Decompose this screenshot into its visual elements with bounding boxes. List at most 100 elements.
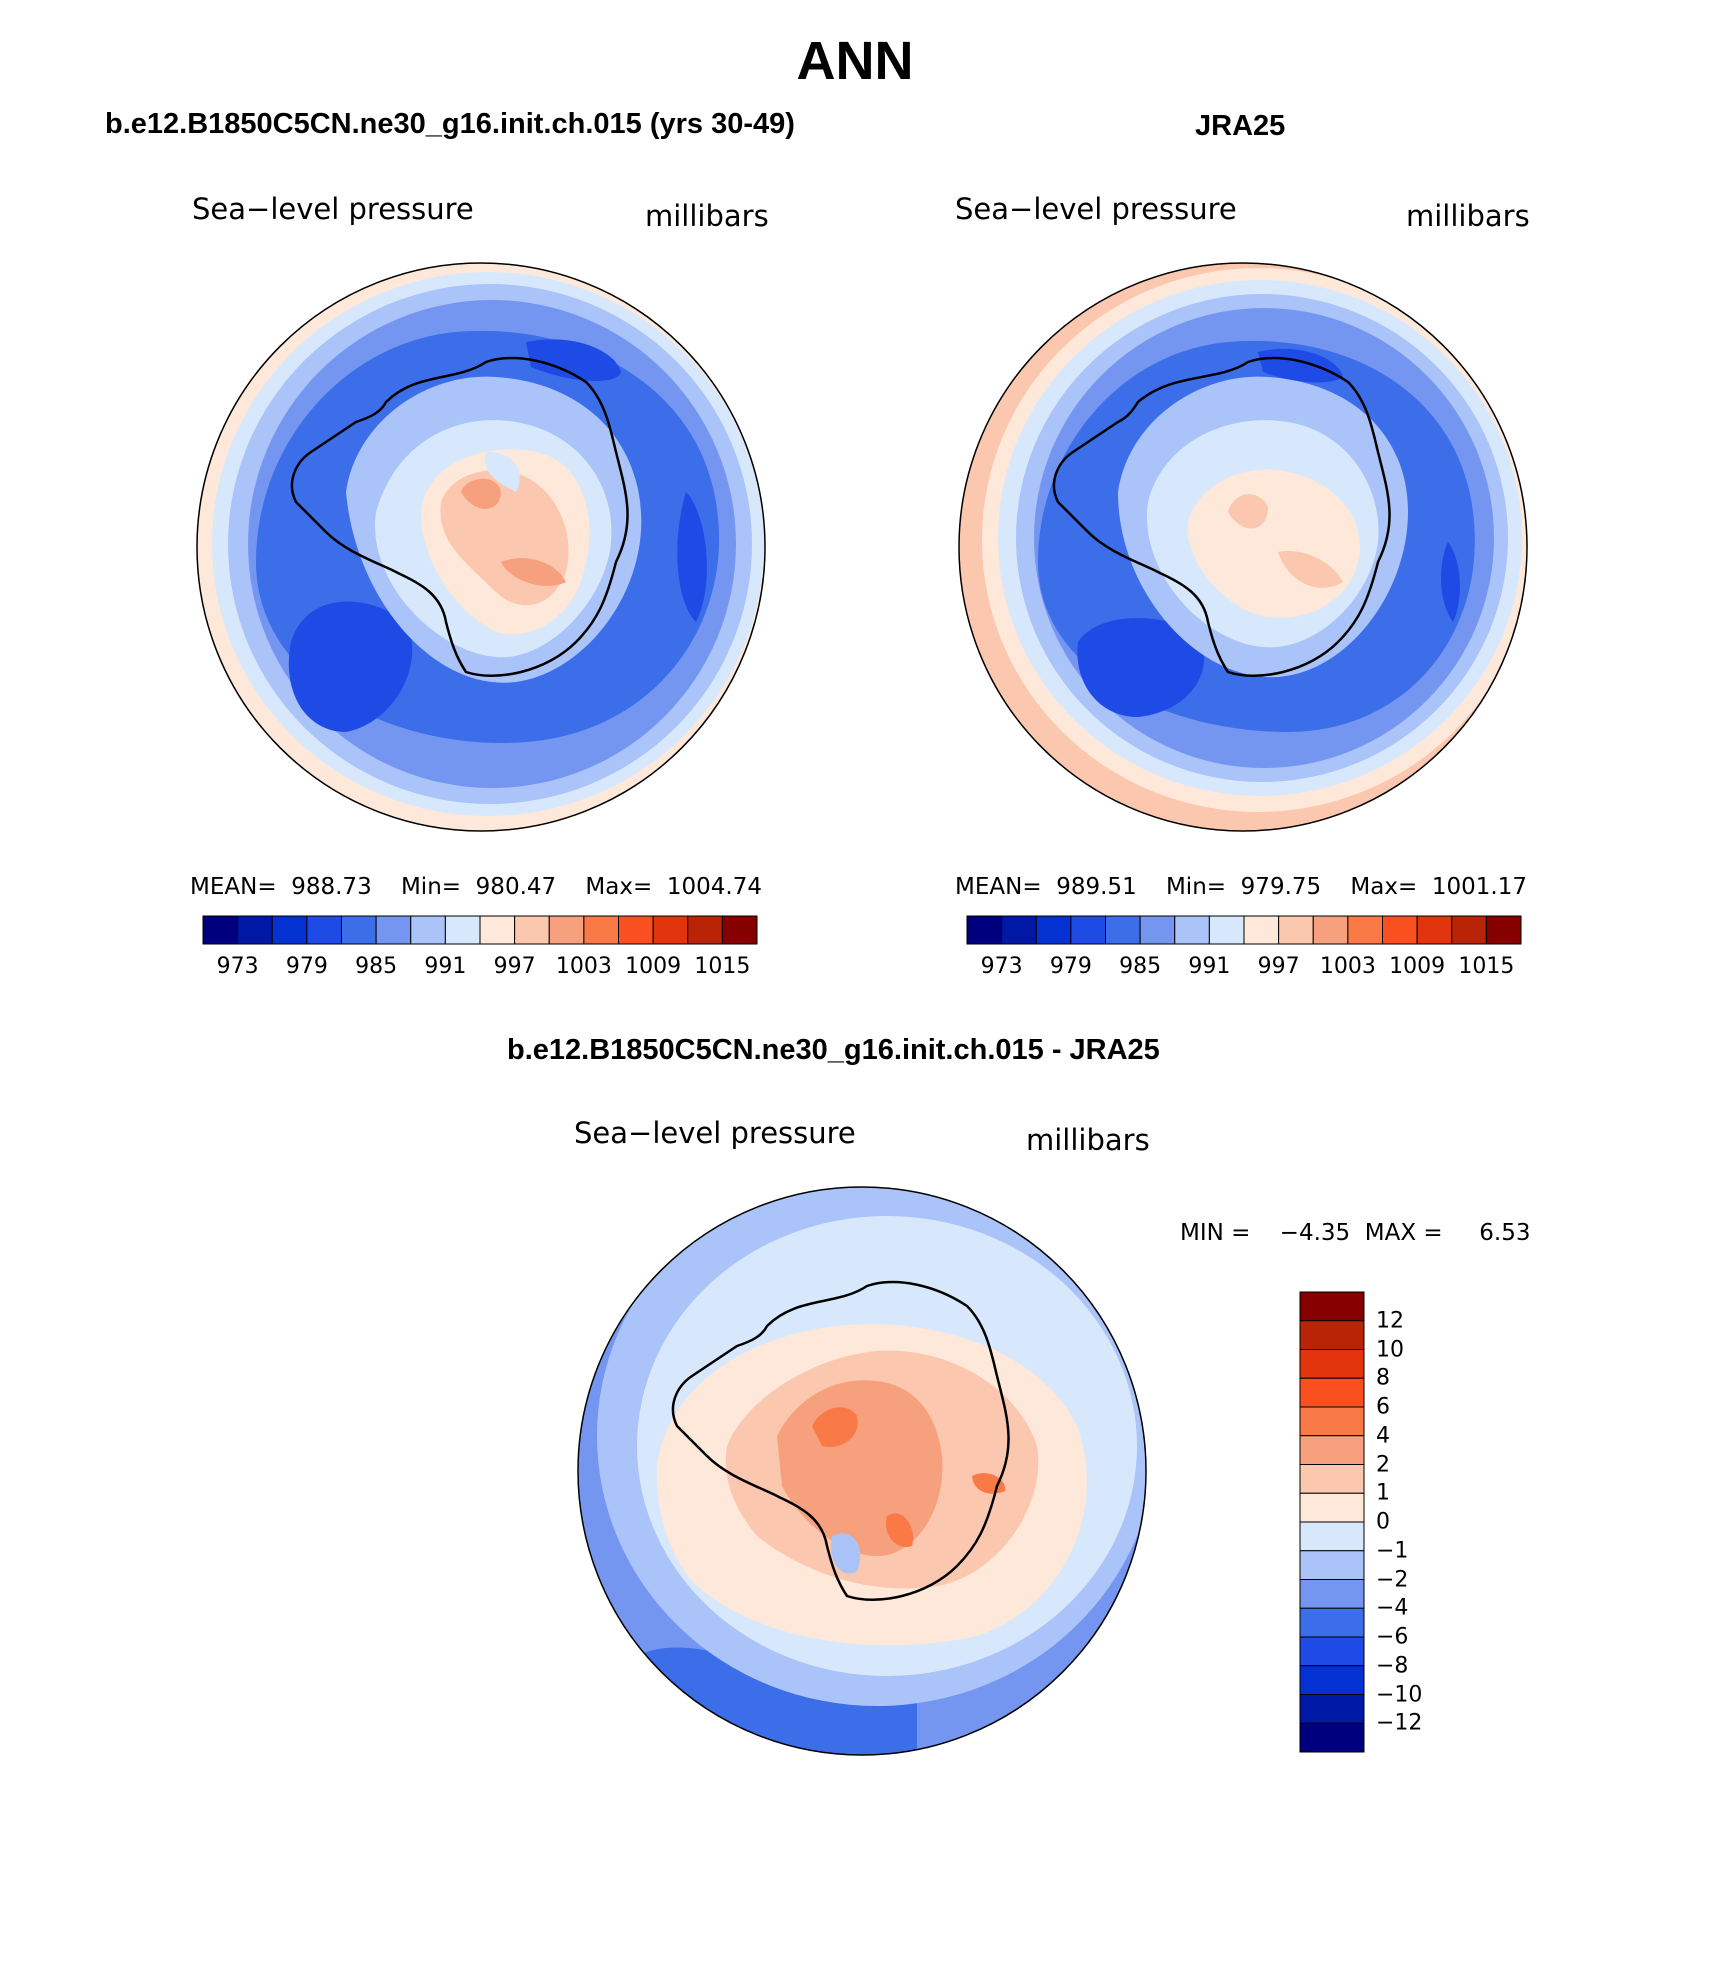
diff-colorbar-tick: 0 xyxy=(1376,1509,1390,1535)
model-low-west xyxy=(288,601,413,732)
obs-colorbar-tick: 997 xyxy=(1257,954,1300,979)
model-min-label: Min= xyxy=(400,874,462,900)
diff-panel-title: b.e12.B1850C5CN.ne30_g16.init.ch.015 - J… xyxy=(507,1034,1160,1066)
model-colorbar-box xyxy=(341,915,377,945)
diff-high-2 xyxy=(886,1513,913,1547)
model-colorbar-box xyxy=(514,915,550,945)
diff-colorbar-box xyxy=(1299,1694,1365,1724)
diff-colorbar-ticks: 12 10 8 6 4 2 1 0 −1 −2 −4 −6 −8 −10 −12 xyxy=(1376,1292,1496,1752)
diff-colorbar-box xyxy=(1299,1320,1365,1350)
diff-colorbar-tick: 2 xyxy=(1376,1452,1390,1477)
obs-colorbar-ticks: 973 979 985 991 997 1003 1009 1015 xyxy=(967,954,1521,984)
obs-colorbar-box xyxy=(1485,915,1522,945)
model-colorbar-tick: 973 xyxy=(216,954,259,979)
model-colorbar-box xyxy=(375,915,412,945)
model-polar-map xyxy=(196,262,766,832)
model-colorbar-tick: 1015 xyxy=(694,954,751,979)
model-colorbar-box xyxy=(444,915,481,945)
model-colorbar-box xyxy=(583,915,619,945)
obs-colorbar-box xyxy=(1312,915,1349,945)
obs-colorbar-tick: 991 xyxy=(1188,954,1231,979)
diff-colorbar-box xyxy=(1299,1665,1365,1695)
model-max-label: Max= xyxy=(585,874,653,900)
diff-min-label: MIN = xyxy=(1180,1220,1251,1246)
model-colorbar-box xyxy=(479,915,516,945)
diff-stats: MIN = −4.35 MAX = 6.53 xyxy=(1180,1220,1530,1246)
diff-colorbar-tick: 6 xyxy=(1376,1394,1390,1420)
diff-colorbar-box xyxy=(1299,1579,1365,1609)
diff-colorbar-box xyxy=(1299,1492,1365,1523)
diff-min-value: −4.35 xyxy=(1279,1220,1351,1246)
model-ice-dip xyxy=(485,452,520,492)
obs-colorbar-box xyxy=(1105,915,1141,945)
obs-min-label: Min= xyxy=(1165,874,1227,900)
obs-colorbar-tick: 985 xyxy=(1119,954,1162,979)
obs-colorbar-box xyxy=(1451,915,1487,945)
obs-polar-map xyxy=(958,262,1528,832)
obs-low-east xyxy=(1441,542,1460,622)
model-colorbar-tick: 1003 xyxy=(555,954,612,979)
obs-low-west xyxy=(1077,618,1205,717)
obs-colorbar-box xyxy=(1347,915,1383,945)
obs-colorbar-tick: 1015 xyxy=(1458,954,1515,979)
obs-variable-label: Sea−level pressure xyxy=(955,192,1237,226)
diff-units-label: millibars xyxy=(1026,1123,1150,1157)
diff-colorbar-tick: −4 xyxy=(1376,1595,1409,1621)
model-colorbar-box xyxy=(202,915,239,945)
obs-min-value: 979.75 xyxy=(1240,874,1322,900)
model-colorbar-box xyxy=(271,915,308,945)
diff-polar-map xyxy=(577,1186,1147,1756)
diff-colorbar-tick: −12 xyxy=(1376,1710,1423,1736)
diff-colorbar-tick: −10 xyxy=(1376,1682,1423,1707)
diff-colorbar-tick: 1 xyxy=(1376,1480,1390,1506)
obs-colorbar-box xyxy=(1070,915,1106,945)
obs-colorbar-box xyxy=(1416,915,1453,945)
obs-colorbar-box xyxy=(1278,915,1314,945)
diff-colorbar-box xyxy=(1299,1406,1365,1437)
model-colorbar-box xyxy=(687,915,723,945)
model-colorbar xyxy=(202,915,758,945)
model-min-value: 980.47 xyxy=(475,874,557,900)
model-colorbar-box xyxy=(548,915,585,945)
diff-colorbar-tick: −8 xyxy=(1376,1653,1409,1679)
model-mean-label: MEAN= xyxy=(190,874,277,900)
model-mean-value: 988.73 xyxy=(291,874,372,900)
model-colorbar-tick: 985 xyxy=(355,954,398,979)
obs-colorbar-box xyxy=(1001,915,1037,945)
obs-colorbar-box xyxy=(1035,915,1072,945)
obs-panel-title: JRA25 xyxy=(1195,110,1286,142)
model-stats: MEAN= 988.73 Min= 980.47 Max= 1004.74 xyxy=(190,874,762,900)
obs-colorbar-tick: 1003 xyxy=(1319,954,1376,979)
diff-colorbar-box xyxy=(1299,1722,1365,1753)
diff-colorbar-box xyxy=(1299,1435,1365,1465)
model-colorbar-ticks: 973 979 985 991 997 1003 1009 1015 xyxy=(203,954,757,984)
diff-colorbar-box xyxy=(1299,1349,1365,1379)
obs-map-border xyxy=(958,262,1528,832)
diff-map-border xyxy=(577,1186,1147,1756)
model-high-2 xyxy=(501,558,566,586)
obs-mean-label: MEAN= xyxy=(955,874,1042,900)
diff-colorbar xyxy=(1299,1291,1365,1753)
obs-colorbar-tick: 979 xyxy=(1049,954,1092,979)
obs-stats: MEAN= 989.51 Min= 979.75 Max= 1001.17 xyxy=(955,874,1527,900)
diff-colorbar-tick: 4 xyxy=(1376,1423,1390,1449)
model-colorbar-box xyxy=(618,915,654,945)
obs-colorbar-box xyxy=(1243,915,1280,945)
obs-coastline xyxy=(1052,356,1391,677)
diff-max-label: MAX = xyxy=(1364,1220,1443,1246)
model-units-label: millibars xyxy=(645,199,769,233)
obs-colorbar-box xyxy=(1174,915,1210,945)
obs-max-value: 1001.17 xyxy=(1431,874,1527,900)
model-colorbar-tick: 997 xyxy=(493,954,536,979)
obs-units-label: millibars xyxy=(1406,199,1530,233)
obs-colorbar-box xyxy=(1208,915,1245,945)
model-max-value: 1004.74 xyxy=(666,874,762,900)
model-map-border xyxy=(196,262,766,832)
obs-colorbar-box xyxy=(1382,915,1418,945)
model-low-north xyxy=(526,339,621,382)
obs-colorbar-box xyxy=(1139,915,1176,945)
obs-high-1 xyxy=(1228,494,1268,529)
model-panel-title: b.e12.B1850C5CN.ne30_g16.init.ch.015 (yr… xyxy=(105,108,795,140)
diff-max-value: 6.53 xyxy=(1479,1220,1531,1246)
model-colorbar-tick: 979 xyxy=(285,954,328,979)
